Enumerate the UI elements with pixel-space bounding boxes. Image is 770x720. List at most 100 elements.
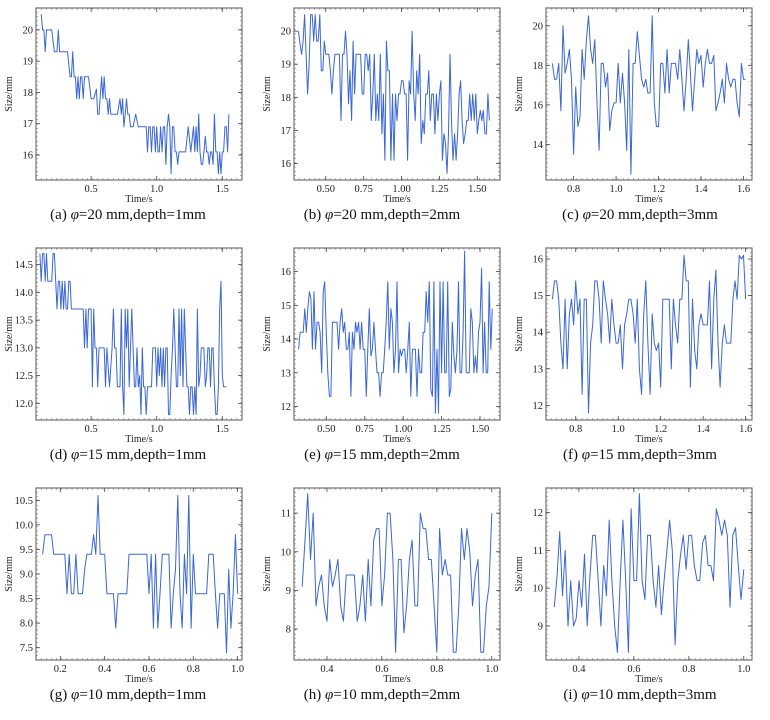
panel-caption: (c) φ=20 mm,depth=3mm	[512, 207, 768, 224]
x-tick-label: 1.00	[392, 184, 410, 195]
minor-ticks	[294, 488, 500, 660]
caption-prefix: (b)	[303, 207, 325, 223]
caption-prefix: (g)	[49, 687, 71, 703]
x-tick-label: 0.8	[682, 664, 695, 675]
minor-ticks	[36, 248, 242, 420]
series-line	[551, 254, 747, 414]
plot-frame	[293, 487, 501, 661]
panel-caption: (d) φ=15 mm,depth=1mm	[0, 447, 256, 464]
y-tick-label: 10.0	[15, 520, 33, 531]
panel-caption: (b) φ=20 mm,depth=2mm	[254, 207, 510, 224]
caption-text: =15 mm,depth=3mm	[590, 447, 717, 463]
y-tick-label: 19	[23, 57, 34, 68]
minor-ticks	[546, 248, 752, 420]
minor-ticks	[546, 488, 752, 660]
caption-phi: φ	[582, 207, 591, 223]
caption-text: =20 mm,depth=3mm	[590, 207, 718, 223]
minor-ticks	[36, 8, 242, 180]
x-tick-label: 0.8	[187, 664, 200, 675]
y-tick-label: 10	[281, 547, 292, 558]
x-tick-label: 0.8	[430, 664, 443, 675]
x-axis-label: Time/s	[383, 194, 411, 205]
chart-svg: 0.50 0.75 1.00 1.25 1.50 12 13 14 15 16 Time/s Size…	[262, 247, 501, 445]
panel-caption: (a) φ=20 mm,depth=1mm	[0, 207, 256, 224]
series-line	[40, 14, 230, 175]
caption-phi: φ	[324, 447, 333, 463]
x-tick-label: 0.8	[567, 184, 580, 195]
chart-panel-h: 0.4 0.6 0.8 1.0 8 9 10 11 Time/s Size/mm (h) φ=10 …	[254, 480, 510, 720]
y-tick-label: 8	[286, 625, 291, 636]
y-tick-label: 13.0	[15, 343, 33, 354]
y-tick-label: 9.5	[20, 545, 33, 556]
chart-svg: 0.4 0.6 0.8 1.0 9 10 11 12 Time/s Size/mm	[514, 487, 753, 685]
y-tick-label: 12.0	[15, 399, 33, 410]
y-tick-label: 12	[533, 508, 544, 519]
y-tick-label: 14	[281, 335, 292, 346]
y-tick-label: 12	[533, 401, 544, 412]
plot-frame	[35, 487, 243, 661]
chart-panel-a: 0.5 1.0 1.5 16 17 18 19 20 Time/s Size/mm (a) φ=20…	[0, 0, 256, 240]
x-tick-label: 1.6	[739, 424, 752, 435]
caption-text: =10 mm,depth=1mm	[79, 687, 207, 703]
plot-frame	[545, 247, 753, 421]
y-tick-label: 16	[281, 159, 292, 170]
y-tick-label: 8.5	[20, 594, 33, 605]
series-line	[42, 494, 239, 654]
y-axis-label: Size/mm	[4, 556, 15, 592]
x-tick-label: 1.50	[471, 424, 489, 435]
series-line	[39, 253, 227, 415]
minor-ticks	[36, 488, 242, 660]
y-tick-label: 12	[281, 402, 292, 413]
y-tick-label: 16	[281, 267, 292, 278]
y-tick-label: 14.0	[15, 288, 33, 299]
y-tick-label: 8.0	[20, 619, 33, 630]
series-line	[298, 250, 493, 414]
x-tick-label: 1.0	[610, 184, 623, 195]
y-axis-label: Size/mm	[262, 76, 273, 112]
x-tick-label: 1.25	[430, 184, 448, 195]
y-tick-label: 18	[281, 93, 292, 104]
y-tick-label: 9	[538, 621, 543, 632]
chart-panel-b: 0.50 0.75 1.00 1.25 1.50 16 17 18 19 20 Time/s Size…	[254, 0, 510, 240]
caption-phi: φ	[71, 687, 80, 703]
y-tick-label: 20	[23, 25, 34, 36]
x-tick-label: 1.0	[612, 424, 625, 435]
chart-panel-e: 0.50 0.75 1.00 1.25 1.50 12 13 14 15 16 Time/s Size…	[254, 240, 510, 480]
y-tick-label: 13.5	[15, 316, 33, 327]
chart-panel-f: 0.8 1.0 1.2 1.4 1.6 12 13 14 15 16 Time/s Size/mm (f…	[512, 240, 768, 480]
y-tick-label: 16	[533, 100, 544, 111]
x-axis-label: Time/s	[635, 194, 663, 205]
plot-frame	[545, 7, 753, 181]
y-tick-label: 7.5	[20, 643, 33, 654]
plot-frame	[35, 7, 243, 181]
x-axis-label: Time/s	[125, 674, 153, 685]
y-tick-label: 17	[281, 126, 292, 137]
x-tick-label: 1.2	[652, 184, 665, 195]
series-line	[551, 15, 746, 175]
y-tick-label: 18	[533, 61, 544, 72]
caption-phi: φ	[71, 447, 80, 463]
x-tick-label: 1.5	[216, 424, 229, 435]
x-tick-label: 0.5	[85, 184, 98, 195]
x-tick-label: 0.75	[356, 424, 374, 435]
y-axis-label: Size/mm	[262, 316, 273, 352]
x-tick-label: 0.6	[142, 664, 155, 675]
panel-caption: (f) φ=15 mm,depth=3mm	[512, 447, 768, 464]
plot-frame	[293, 247, 501, 421]
y-axis-label: Size/mm	[514, 556, 525, 592]
x-tick-label: 0.50	[317, 184, 335, 195]
series-line	[301, 493, 493, 653]
caption-phi: φ	[70, 207, 79, 223]
y-tick-label: 20	[533, 21, 544, 32]
caption-phi: φ	[581, 687, 590, 703]
x-tick-label: 1.25	[432, 424, 450, 435]
chart-svg: 0.4 0.6 0.8 1.0 8 9 10 11 Time/s Size/mm	[262, 487, 501, 685]
y-tick-label: 19	[281, 60, 292, 71]
panel-caption: (e) φ=15 mm,depth=2mm	[254, 447, 510, 464]
plot-frame	[35, 247, 243, 421]
chart-svg: 0.50 0.75 1.00 1.25 1.50 16 17 18 19 20 Time/s Size…	[262, 7, 501, 205]
x-tick-label: 1.4	[694, 184, 708, 195]
x-tick-label: 0.4	[572, 664, 586, 675]
y-axis-label: Size/mm	[514, 316, 525, 352]
y-tick-label: 13	[281, 368, 292, 379]
